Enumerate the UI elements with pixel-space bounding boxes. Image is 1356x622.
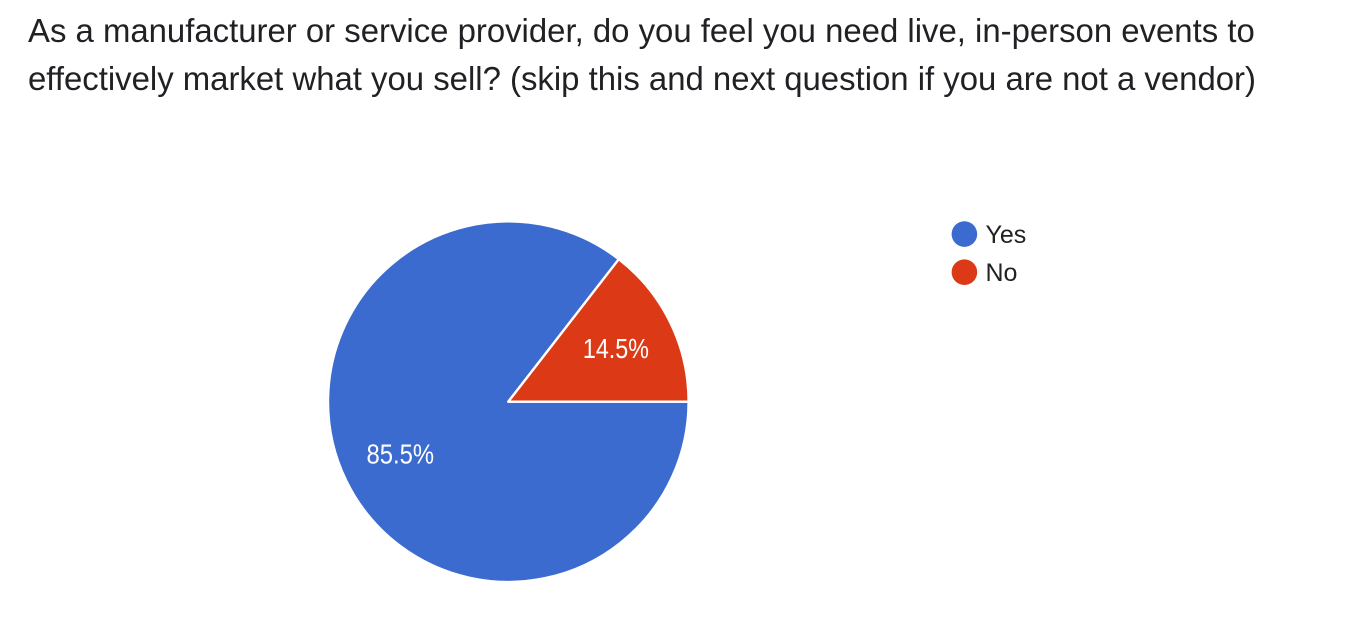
svg-text:No: No — [986, 259, 1018, 287]
svg-text:14.5%: 14.5% — [583, 333, 649, 364]
svg-text:85.5%: 85.5% — [367, 439, 435, 470]
svg-text:Yes: Yes — [986, 221, 1027, 249]
